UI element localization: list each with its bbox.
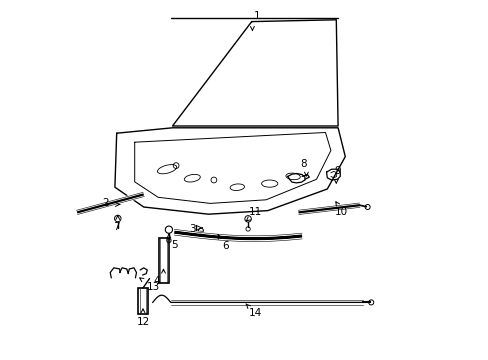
Text: 1: 1: [253, 11, 260, 21]
Text: 11: 11: [248, 207, 262, 217]
Bar: [159, 238, 168, 283]
Text: 8: 8: [300, 159, 306, 169]
Text: 2: 2: [102, 198, 109, 208]
Text: 12: 12: [136, 317, 149, 327]
Text: 13: 13: [147, 282, 160, 292]
Text: 7: 7: [113, 222, 120, 232]
Text: 10: 10: [334, 207, 347, 217]
Text: 3: 3: [188, 224, 195, 234]
Text: 6: 6: [222, 240, 228, 251]
Text: 14: 14: [248, 308, 262, 318]
Text: 5: 5: [171, 240, 177, 250]
Text: 9: 9: [334, 166, 341, 176]
Text: 4: 4: [153, 276, 159, 286]
Bar: [138, 288, 147, 314]
